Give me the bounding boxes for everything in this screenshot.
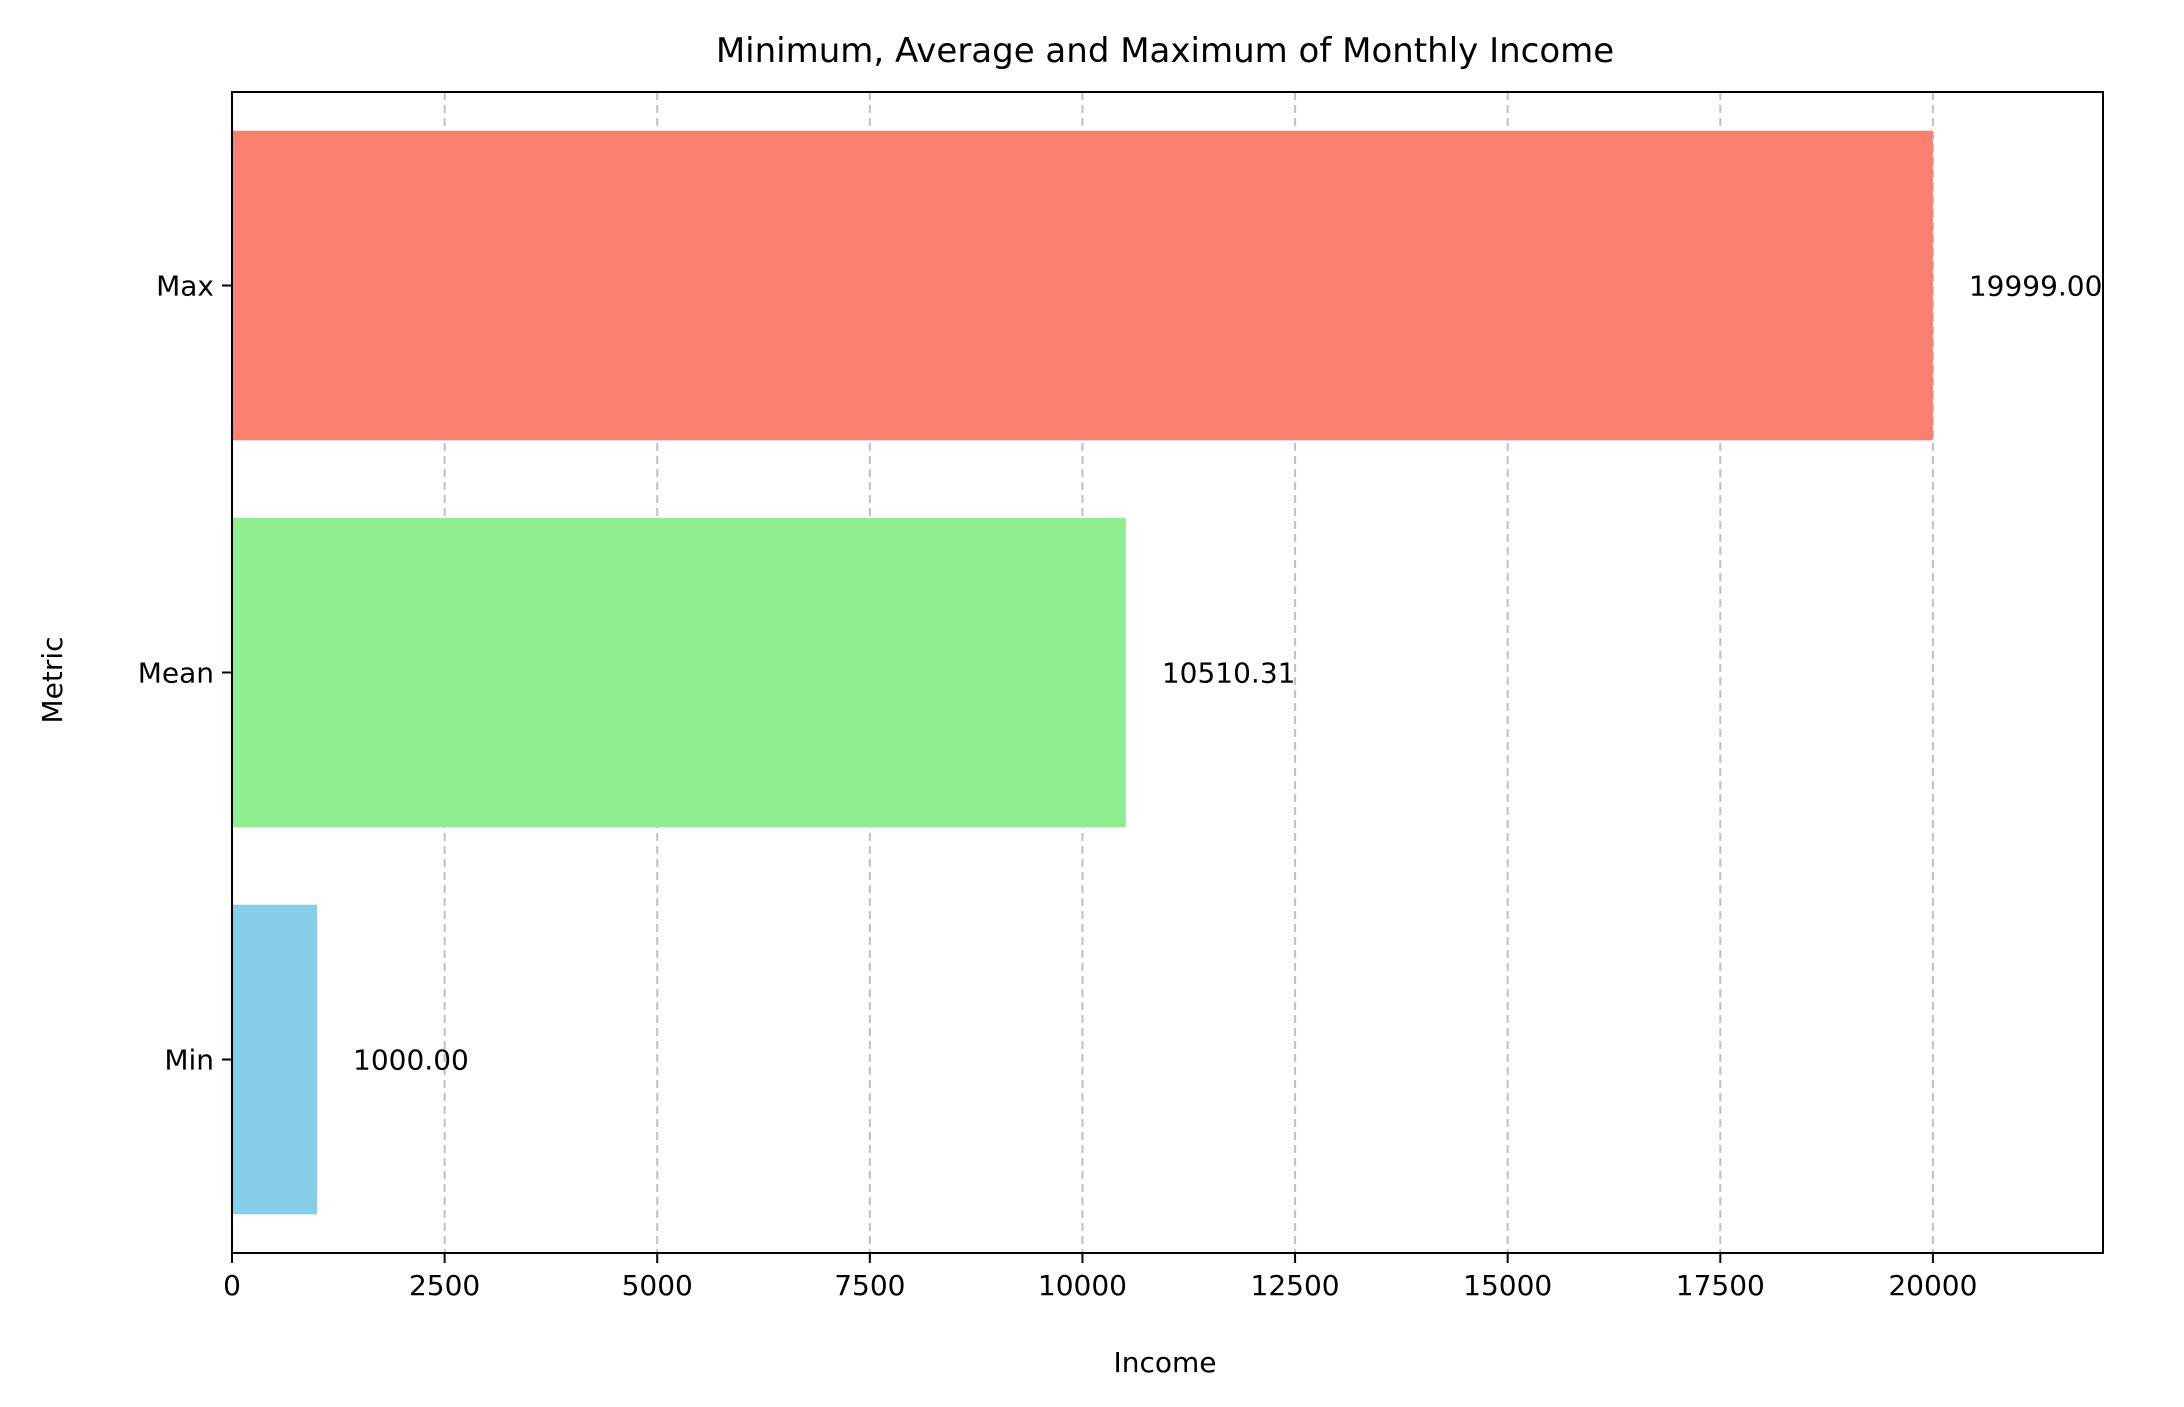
x-tick-label: 15000	[1463, 1269, 1552, 1302]
x-tick-label: 17500	[1676, 1269, 1765, 1302]
x-tick-label: 12500	[1251, 1269, 1340, 1302]
x-axis-label: Income	[1113, 1346, 1216, 1379]
y-tick-label-mean: Mean	[138, 657, 214, 690]
chart-title: Minimum, Average and Maximum of Monthly …	[716, 31, 1614, 71]
x-tick-label: 20000	[1888, 1269, 1977, 1302]
data-label-mean: 10510.31	[1162, 657, 1296, 690]
data-labels: 1000.00 10510.31 19999.00	[353, 270, 2102, 1077]
x-tick-label: 0	[223, 1269, 241, 1302]
bar-min	[232, 904, 318, 1215]
x-tick-label: 10000	[1038, 1269, 1127, 1302]
x-tick-label: 2500	[409, 1269, 480, 1302]
data-label-max: 19999.00	[1969, 270, 2103, 303]
bar-mean	[232, 517, 1126, 828]
y-tick-label-min: Min	[164, 1044, 214, 1077]
y-tick-label-max: Max	[156, 270, 214, 303]
x-tick-label: 7500	[834, 1269, 905, 1302]
x-axis-ticks: 0 2500 5000 7500 10000 12500 15000 17500 20000	[223, 1253, 1977, 1302]
data-label-min: 1000.00	[353, 1044, 469, 1077]
bar-max	[232, 130, 1933, 441]
grid-lines	[443, 92, 1934, 1253]
bars	[232, 130, 1933, 1215]
y-axis-ticks: Min Mean Max	[138, 270, 232, 1077]
x-tick-label: 5000	[622, 1269, 693, 1302]
y-axis-label: Metric	[36, 636, 69, 723]
